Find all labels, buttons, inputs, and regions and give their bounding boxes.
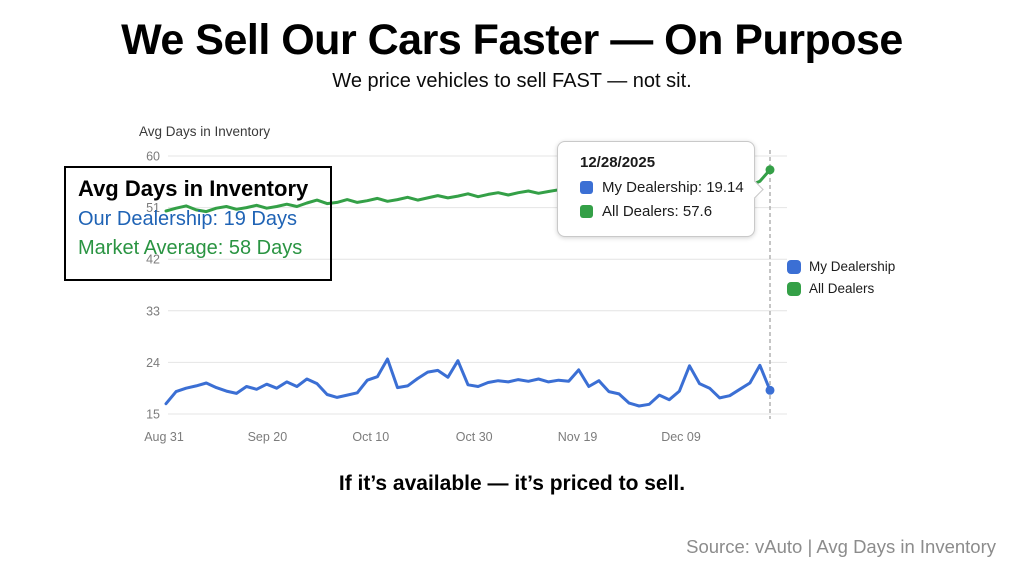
legend-label-my-dealership: My Dealership xyxy=(809,259,896,274)
y-tick-24: 24 xyxy=(146,356,160,370)
legend-item-all-dealers[interactable]: All Dealers xyxy=(787,281,895,296)
source-attribution: Source: vAuto | Avg Days in Inventory xyxy=(686,536,996,557)
chart-legend: My Dealership All Dealers xyxy=(787,259,895,296)
end-dot-all-dealers xyxy=(765,165,775,175)
page-subtitle: We price vehicles to sell FAST — not sit… xyxy=(332,70,692,92)
tooltip-all-dealers-value: All Dealers: 57.6 xyxy=(602,203,713,220)
legend-item-my-dealership[interactable]: My Dealership xyxy=(787,259,895,274)
legend-swatch-blue-icon xyxy=(787,259,801,274)
x-tick-dec-09: Dec 09 xyxy=(661,430,701,444)
y-tick-15: 15 xyxy=(146,408,160,422)
y-tick-33: 33 xyxy=(146,304,160,318)
callout-title: Avg Days in Inventory xyxy=(78,176,309,201)
legend-swatch-green-icon xyxy=(787,281,801,296)
callout-box: Avg Days in Inventory Our Dealership: 19… xyxy=(64,166,332,281)
chart-tooltip: 12/28/2025 My Dealership: 19.14 All Deal… xyxy=(557,141,764,237)
series-line-my-dealership xyxy=(164,357,772,408)
y-tick-51: 51 xyxy=(146,201,160,215)
chart-axis-title: Avg Days in Inventory xyxy=(139,124,271,139)
series-swatch-blue-icon xyxy=(580,181,593,194)
y-tick-42: 42 xyxy=(146,253,160,267)
x-tick-aug-31: Aug 31 xyxy=(144,430,184,444)
tooltip-row-all-dealers: All Dealers: 57.6 xyxy=(580,203,754,220)
callout-market-average: Market Average: 58 Days xyxy=(78,237,303,259)
callout-our-dealership: Our Dealership: 19 Days xyxy=(78,208,297,230)
y-tick-60: 60 xyxy=(146,150,160,164)
end-dot-my-dealership xyxy=(765,385,775,395)
series-swatch-green-icon xyxy=(580,205,593,218)
tagline: If it’s available — it’s priced to sell. xyxy=(338,472,686,495)
tooltip-row-my-dealership: My Dealership: 19.14 xyxy=(580,179,754,196)
x-tick-oct-10: Oct 10 xyxy=(352,430,389,444)
x-tick-sep-20: Sep 20 xyxy=(248,430,288,444)
page-title: We Sell Our Cars Faster — On Purpose xyxy=(121,16,903,64)
x-tick-nov-19: Nov 19 xyxy=(558,430,598,444)
tooltip-my-dealership-value: My Dealership: 19.14 xyxy=(602,179,744,196)
legend-label-all-dealers: All Dealers xyxy=(809,281,875,296)
x-tick-oct-30: Oct 30 xyxy=(456,430,493,444)
tooltip-date: 12/28/2025 xyxy=(580,154,656,171)
